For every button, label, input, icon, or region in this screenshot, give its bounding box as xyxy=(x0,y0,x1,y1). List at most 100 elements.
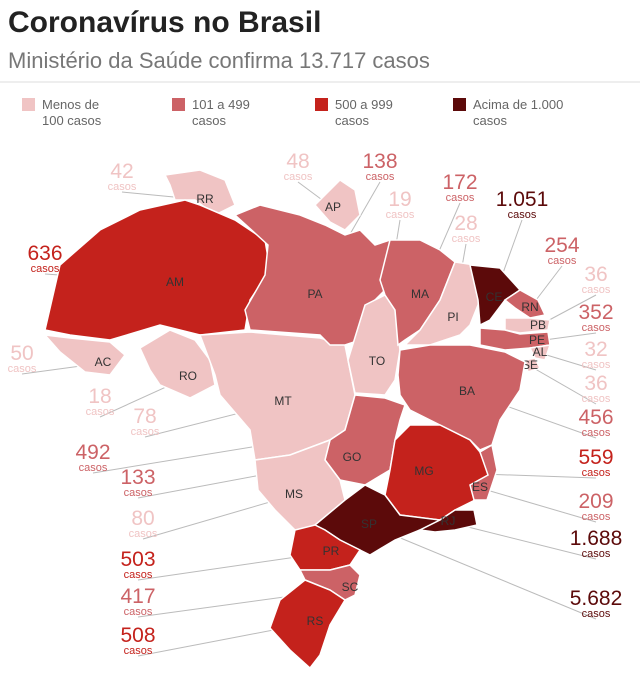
state-abbr: AC xyxy=(95,355,112,369)
legend-text: casos xyxy=(192,113,226,128)
state-abbr: RR xyxy=(196,192,214,206)
case-unit: casos xyxy=(582,548,611,560)
case-count: 133 xyxy=(120,466,155,489)
case-unit: casos xyxy=(582,467,611,479)
state-abbr: AP xyxy=(325,200,341,214)
state-abbr: RJ xyxy=(441,514,456,528)
case-count: 80 xyxy=(131,507,154,530)
leader-line xyxy=(479,487,597,523)
state-abbr: PI xyxy=(447,310,458,324)
state xyxy=(289,524,362,571)
state-abbr: RO xyxy=(179,369,197,383)
case-unit: casos xyxy=(86,406,115,418)
state-abbr: MA xyxy=(411,287,429,301)
case-unit: casos xyxy=(582,427,611,439)
case-unit: casos xyxy=(124,606,153,618)
leader-line xyxy=(368,524,597,620)
state-abbr: SP xyxy=(361,517,377,531)
case-count: 36 xyxy=(584,263,607,286)
case-unit: casos xyxy=(582,608,611,620)
state-abbr: CE xyxy=(486,290,503,304)
state xyxy=(417,509,478,533)
leader-line xyxy=(447,521,597,560)
state-abbr: AM xyxy=(166,275,184,289)
state xyxy=(313,179,361,231)
state xyxy=(379,239,456,347)
state xyxy=(44,199,271,341)
state xyxy=(528,344,552,361)
legend-text: Menos de xyxy=(42,97,99,112)
case-unit: casos xyxy=(446,192,475,204)
case-unit: casos xyxy=(8,363,37,375)
legend-text: casos xyxy=(335,113,369,128)
subtitle: Ministério da Saúde confirma 13.717 caso… xyxy=(8,48,430,73)
case-count: 78 xyxy=(133,405,156,428)
state-abbr: PE xyxy=(529,333,545,347)
case-unit: casos xyxy=(582,393,611,405)
legend-text: 100 casos xyxy=(42,113,102,128)
state-abbr: MG xyxy=(414,464,433,478)
state-abbr: SE xyxy=(522,358,538,372)
state-abbr: RS xyxy=(307,614,324,628)
legend-text: 500 a 999 xyxy=(335,97,393,112)
case-count: 209 xyxy=(578,490,613,513)
case-count: 48 xyxy=(286,150,309,173)
case-count: 19 xyxy=(388,188,411,211)
case-count: 50 xyxy=(10,342,33,365)
case-count: 28 xyxy=(454,212,477,235)
case-unit: casos xyxy=(548,255,577,267)
case-count: 503 xyxy=(120,548,155,571)
case-unit: casos xyxy=(366,171,395,183)
case-count: 36 xyxy=(584,372,607,395)
case-count: 5.682 xyxy=(570,587,623,610)
case-unit: casos xyxy=(508,209,537,221)
state xyxy=(469,443,498,501)
state xyxy=(469,264,522,327)
case-count: 508 xyxy=(120,624,155,647)
state-abbr: SC xyxy=(342,580,359,594)
state xyxy=(43,334,127,376)
legend-swatch xyxy=(172,98,185,111)
state-abbr: AL xyxy=(533,345,548,359)
case-unit: casos xyxy=(284,171,313,183)
state-abbr: BA xyxy=(459,384,475,398)
case-unit: casos xyxy=(582,322,611,334)
legend-swatch xyxy=(453,98,466,111)
state-abbr: TO xyxy=(369,354,385,368)
case-unit: casos xyxy=(129,528,158,540)
state-abbr: ES xyxy=(472,480,488,494)
case-count: 559 xyxy=(578,446,613,469)
leader-line xyxy=(539,352,597,371)
state-abbr: PR xyxy=(323,544,340,558)
case-count: 456 xyxy=(578,406,613,429)
case-count: 636 xyxy=(27,242,62,265)
legend-swatch xyxy=(315,98,328,111)
case-count: 492 xyxy=(75,441,110,464)
case-unit: casos xyxy=(131,426,160,438)
case-unit: casos xyxy=(124,645,153,657)
case-count: 1.688 xyxy=(570,527,623,550)
state-abbr: PB xyxy=(530,318,546,332)
case-unit: casos xyxy=(79,462,108,474)
legend-swatch xyxy=(22,98,35,111)
case-unit: casos xyxy=(31,263,60,275)
case-count: 42 xyxy=(110,160,133,183)
case-count: 417 xyxy=(120,585,155,608)
state xyxy=(269,579,347,670)
legend-text: 101 a 499 xyxy=(192,97,250,112)
case-count: 138 xyxy=(362,150,397,173)
state-abbr: GO xyxy=(343,450,362,464)
case-count: 18 xyxy=(88,385,111,408)
case-unit: casos xyxy=(582,359,611,371)
case-count: 254 xyxy=(544,234,579,257)
case-unit: casos xyxy=(582,511,611,523)
case-unit: casos xyxy=(124,487,153,499)
state-abbr: MT xyxy=(274,394,292,408)
leader-line xyxy=(529,365,597,405)
state xyxy=(524,357,542,373)
title: Coronavírus no Brasil xyxy=(8,6,321,39)
case-unit: casos xyxy=(452,233,481,245)
